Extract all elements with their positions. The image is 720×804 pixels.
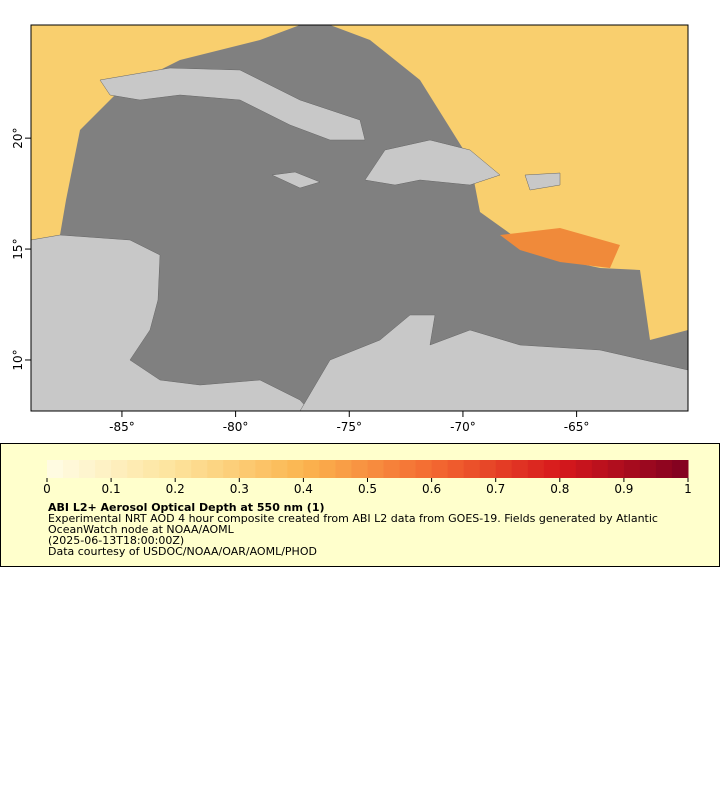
colorbar-tick-label: 0.2 xyxy=(166,482,185,496)
colorbar-step xyxy=(591,460,609,478)
colorbar-step xyxy=(447,460,465,478)
x-tick-label: -75° xyxy=(336,420,362,434)
colorbar-step xyxy=(511,460,529,478)
legend-line: Data courtesy of USDOC/NOAA/OAR/AOML/PHO… xyxy=(48,545,317,558)
legend-line: Experimental NRT AOD 4 hour composite cr… xyxy=(48,512,658,525)
colorbar-step xyxy=(191,460,208,478)
y-tick-label: 20° xyxy=(11,127,25,148)
colorbar-step xyxy=(479,460,497,478)
colorbar-step xyxy=(671,460,689,478)
x-tick-label: -70° xyxy=(450,420,476,434)
colorbar-step xyxy=(303,460,320,478)
colorbar-step xyxy=(559,460,577,478)
colorbar-step xyxy=(575,460,593,478)
colorbar-step xyxy=(383,460,401,478)
land xyxy=(271,171,321,189)
colorbar-step xyxy=(255,460,272,478)
land xyxy=(99,67,366,141)
y-tick-label: 10° xyxy=(11,349,25,370)
colorbar-tick-label: 0.1 xyxy=(102,482,121,496)
colorbar-step xyxy=(127,460,144,478)
colorbar-step xyxy=(335,460,352,478)
colorbar-step xyxy=(175,460,192,478)
colorbar-tick-label: 0 xyxy=(43,482,51,496)
map xyxy=(30,24,689,412)
land xyxy=(364,139,501,186)
colorbar-step xyxy=(607,460,625,478)
colorbar-step xyxy=(159,460,176,478)
colorbar-tick-label: 0.5 xyxy=(358,482,377,496)
colorbar-tick-label: 0.8 xyxy=(550,482,569,496)
colorbar-step xyxy=(47,460,64,478)
colorbar-step xyxy=(367,460,385,478)
colorbar: 0 0.1 0.2 0.3 0.4 0.5 0.6 0.7 0.8 0.9 1 xyxy=(43,460,692,496)
colorbar-step xyxy=(287,460,304,478)
colorbar-tick-label: 0.6 xyxy=(422,482,441,496)
colorbar-step xyxy=(143,460,160,478)
colorbar-step xyxy=(319,460,336,478)
colorbar-step xyxy=(223,460,240,478)
aerosol-hotspot xyxy=(500,228,620,268)
colorbar-step xyxy=(623,460,641,478)
legend-line: (2025-06-13T18:00:00Z) xyxy=(48,534,184,547)
colorbar-step xyxy=(495,460,513,478)
land xyxy=(524,172,561,191)
colorbar-step xyxy=(639,460,657,478)
x-tick-label: -65° xyxy=(564,420,590,434)
colorbar-step xyxy=(655,460,673,478)
y-tick-label: 15° xyxy=(11,238,25,259)
colorbar-step xyxy=(399,460,417,478)
x-tick-label: -85° xyxy=(109,420,135,434)
colorbar-step xyxy=(431,460,449,478)
colorbar-step xyxy=(95,460,112,478)
colorbar-step xyxy=(111,460,128,478)
colorbar-tick-label: 0.7 xyxy=(486,482,505,496)
colorbar-tick-label: 0.4 xyxy=(294,482,313,496)
legend-title: ABI L2+ Aerosol Optical Depth at 550 nm … xyxy=(48,501,325,514)
colorbar-tick-label: 0.9 xyxy=(614,482,633,496)
colorbar-step xyxy=(79,460,96,478)
colorbar-step xyxy=(207,460,224,478)
colorbar-step xyxy=(527,460,545,478)
colorbar-tick-label: 1 xyxy=(684,482,692,496)
colorbar-step xyxy=(415,460,433,478)
colorbar-step xyxy=(239,460,256,478)
aerosol-region xyxy=(31,25,300,240)
axes: -85° -80° -75° -70° -65° 10° 15° 20° xyxy=(11,127,589,434)
map-frame xyxy=(30,24,689,412)
colorbar-tick-label: 0.3 xyxy=(230,482,249,496)
colorbar-step xyxy=(543,460,561,478)
x-tick-label: -80° xyxy=(223,420,249,434)
colorbar-step xyxy=(351,460,368,478)
colorbar-step xyxy=(63,460,80,478)
legend-line: OceanWatch node at NOAA/AOML xyxy=(48,523,235,536)
colorbar-step xyxy=(271,460,288,478)
colorbar-step xyxy=(463,460,481,478)
